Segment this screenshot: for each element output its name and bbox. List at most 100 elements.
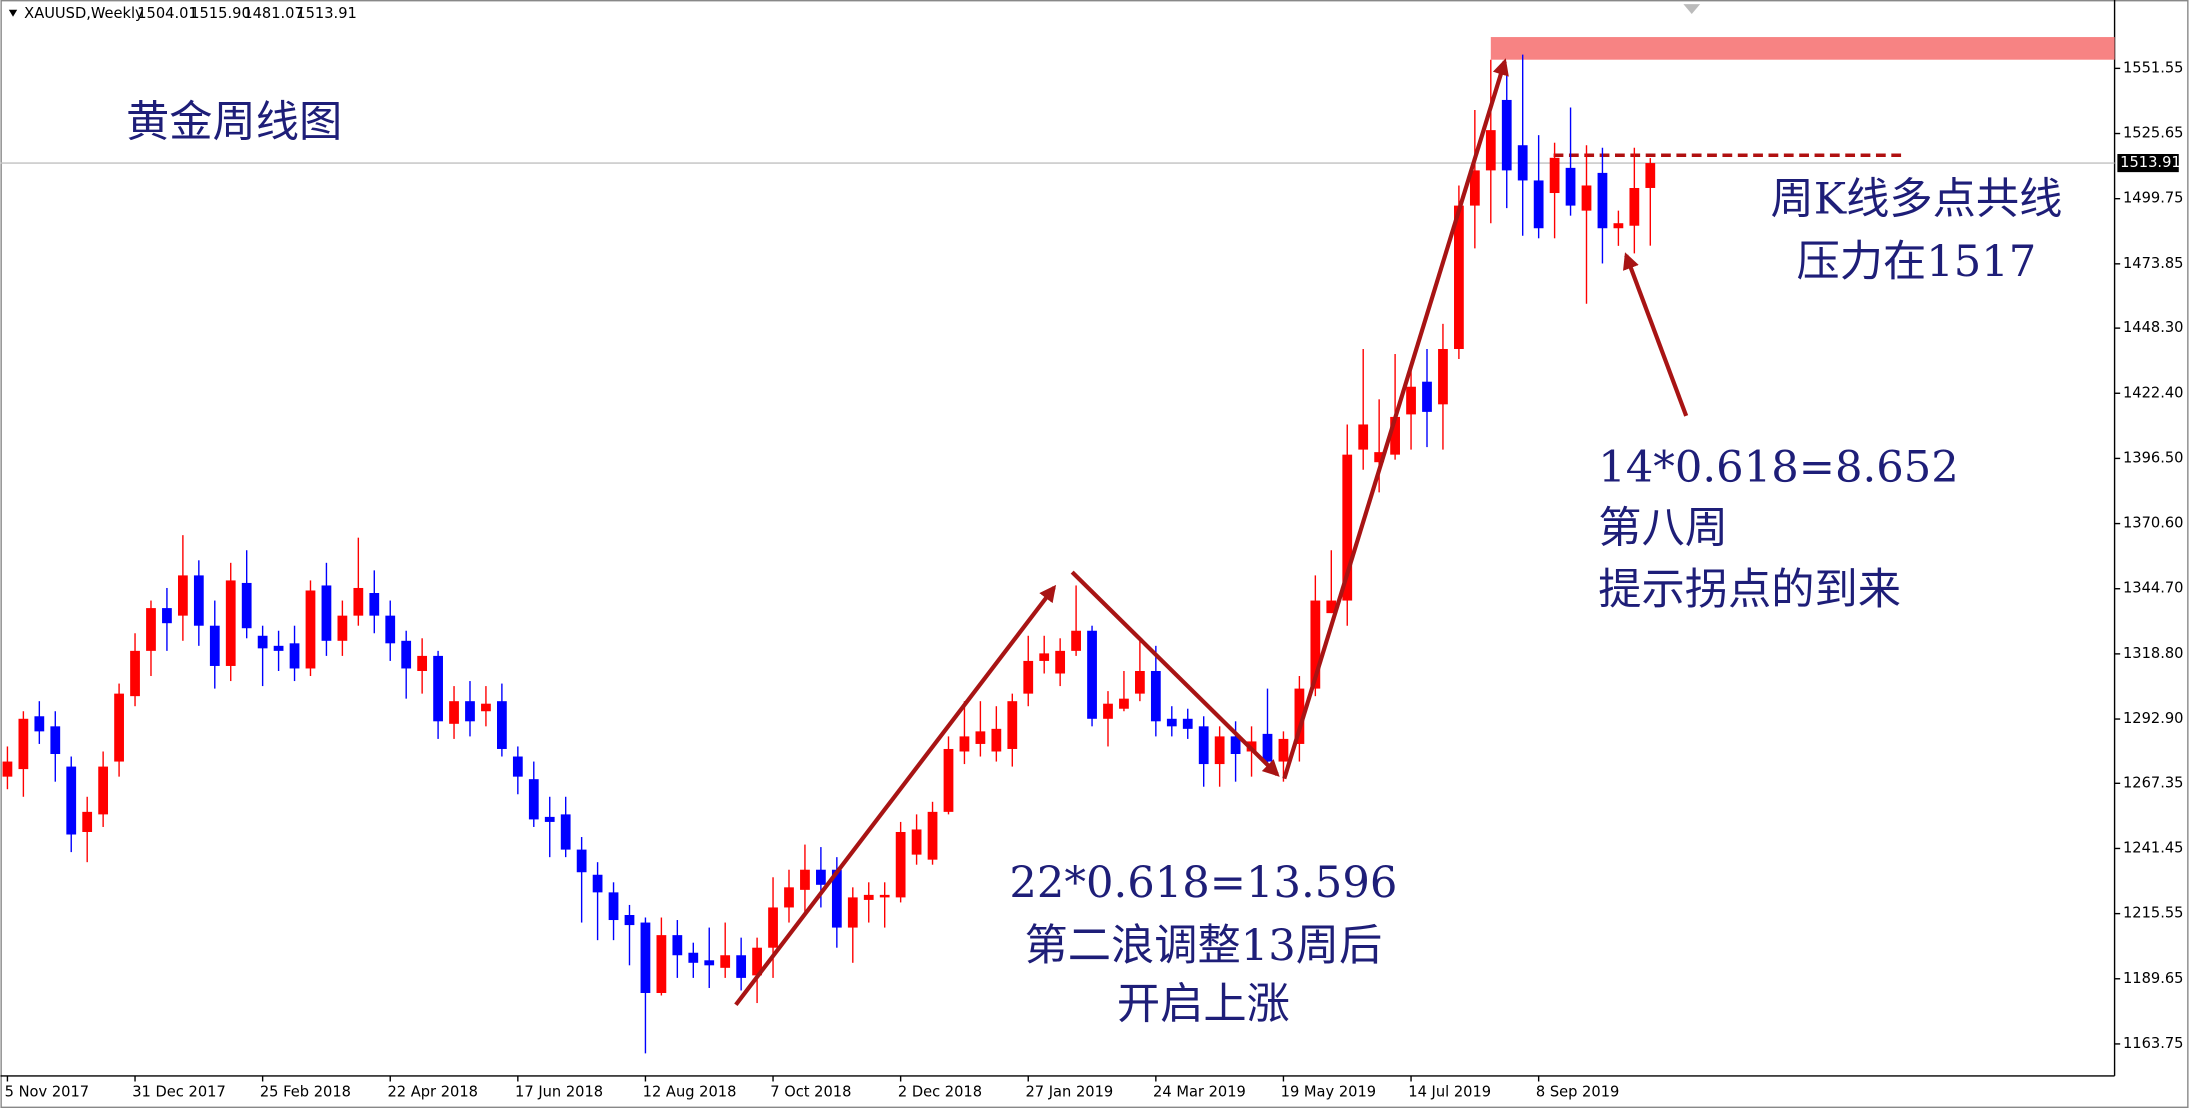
candle-body bbox=[1230, 736, 1241, 755]
candle-body bbox=[1549, 157, 1560, 194]
candle-body bbox=[560, 814, 571, 850]
candle-body bbox=[130, 650, 140, 697]
candle-body bbox=[512, 756, 523, 777]
candle-body bbox=[1166, 718, 1177, 727]
candle-body bbox=[82, 811, 93, 832]
candle-body bbox=[193, 575, 204, 626]
candle-body bbox=[1517, 145, 1528, 181]
header-value: 1513.91 bbox=[296, 5, 357, 22]
candle-body bbox=[401, 640, 412, 669]
header-value: 1515.90 bbox=[190, 5, 251, 22]
candle-body bbox=[879, 894, 890, 898]
candle-body bbox=[1501, 99, 1512, 171]
candle-body bbox=[1326, 600, 1337, 614]
x-tick-label: 2 Dec 2018 bbox=[898, 1084, 982, 1101]
candle-body bbox=[66, 766, 77, 835]
symbol: XAUUSD,Weekly bbox=[24, 5, 144, 22]
candle-body bbox=[1454, 205, 1464, 349]
candle-body bbox=[209, 625, 220, 666]
candle-body bbox=[1214, 736, 1225, 765]
y-tick-label: 1396.50 bbox=[2123, 449, 2184, 466]
candle-body bbox=[1310, 600, 1321, 689]
annotation: 14*0.618=8.652 bbox=[1598, 442, 1959, 492]
y-tick-label: 1241.45 bbox=[2123, 839, 2184, 856]
candle-body bbox=[1294, 688, 1305, 744]
x-tick-label: 8 Sep 2019 bbox=[1536, 1084, 1619, 1101]
candle-body bbox=[1023, 660, 1034, 694]
candle-body bbox=[1358, 424, 1369, 450]
y-tick-label: 1422.40 bbox=[2123, 384, 2184, 401]
candle-body bbox=[305, 590, 316, 669]
x-tick-label: 25 Feb 2018 bbox=[260, 1084, 351, 1101]
candle-body bbox=[417, 655, 428, 671]
candle-body bbox=[1198, 726, 1209, 765]
x-tick-label: 17 Jun 2018 bbox=[515, 1084, 603, 1101]
annotation: 第八周 bbox=[1598, 504, 1728, 554]
candle-body bbox=[1613, 223, 1624, 229]
candle-body bbox=[114, 693, 124, 762]
candle-body bbox=[768, 907, 778, 948]
candle-body bbox=[736, 955, 747, 978]
annotation: 第二浪调整13周后 bbox=[1024, 921, 1382, 971]
header-value: 1504.01 bbox=[137, 5, 198, 22]
candle-body bbox=[1438, 348, 1448, 405]
candle-body bbox=[289, 643, 300, 669]
candle-body bbox=[688, 952, 699, 963]
candle-body bbox=[592, 874, 603, 893]
annotation: 22*0.618=13.596 bbox=[1009, 858, 1397, 908]
candle-body bbox=[1597, 172, 1608, 229]
shift-marker bbox=[1683, 4, 1701, 14]
candle-body bbox=[863, 894, 874, 900]
candle-body bbox=[162, 608, 172, 624]
candle-body bbox=[177, 575, 188, 616]
annotation: 周K线多点共线 bbox=[1771, 174, 2063, 224]
candle-body bbox=[497, 701, 507, 749]
x-tick-label: 12 Aug 2018 bbox=[643, 1084, 737, 1101]
arrow bbox=[1070, 570, 1280, 777]
resistance-zone bbox=[1490, 37, 2115, 60]
x-tick-label: 5 Nov 2017 bbox=[5, 1084, 89, 1101]
x-tick-label: 19 May 2019 bbox=[1281, 1084, 1376, 1101]
candle-body bbox=[449, 701, 459, 724]
annotation: 开启上涨 bbox=[1117, 980, 1290, 1030]
y-tick-label: 1189.65 bbox=[2123, 970, 2184, 987]
candle-body bbox=[321, 585, 332, 641]
x-tick-label: 22 Apr 2018 bbox=[387, 1084, 478, 1101]
y-tick-label: 1525.65 bbox=[2123, 125, 2184, 142]
candle-body bbox=[1342, 454, 1353, 601]
candle-body bbox=[640, 922, 651, 993]
candle-body bbox=[656, 935, 667, 993]
candle-body bbox=[353, 587, 364, 616]
y-tick-label: 1163.75 bbox=[2123, 1035, 2184, 1052]
candle-body bbox=[720, 955, 731, 968]
candle-body bbox=[624, 915, 635, 926]
candle-body bbox=[831, 869, 842, 928]
candle-body bbox=[1182, 718, 1193, 729]
candle-body bbox=[241, 582, 252, 629]
candle-body bbox=[1071, 630, 1081, 651]
candle-body bbox=[1103, 703, 1113, 719]
price-label: 1513.91 bbox=[2120, 154, 2181, 171]
candle-body bbox=[1390, 416, 1400, 455]
candle-body bbox=[1278, 738, 1289, 762]
candle-body bbox=[816, 869, 826, 885]
candle-body bbox=[1055, 650, 1066, 674]
arrow bbox=[1282, 58, 1509, 780]
candle-body bbox=[991, 728, 1002, 752]
candle-body bbox=[1039, 653, 1050, 661]
candle-body bbox=[257, 635, 268, 649]
candle-body bbox=[608, 892, 619, 921]
candle-body bbox=[544, 816, 555, 822]
candle-body bbox=[1087, 630, 1097, 719]
candle-body bbox=[98, 766, 109, 815]
arrow bbox=[734, 584, 1057, 1007]
candle-body bbox=[50, 726, 61, 755]
candle-body bbox=[146, 608, 156, 651]
candle-body bbox=[943, 748, 954, 812]
arrow bbox=[1623, 252, 1689, 417]
candle-body bbox=[927, 811, 938, 860]
x-tick-label: 27 Jan 2019 bbox=[1025, 1084, 1113, 1101]
candle-body bbox=[784, 887, 794, 908]
